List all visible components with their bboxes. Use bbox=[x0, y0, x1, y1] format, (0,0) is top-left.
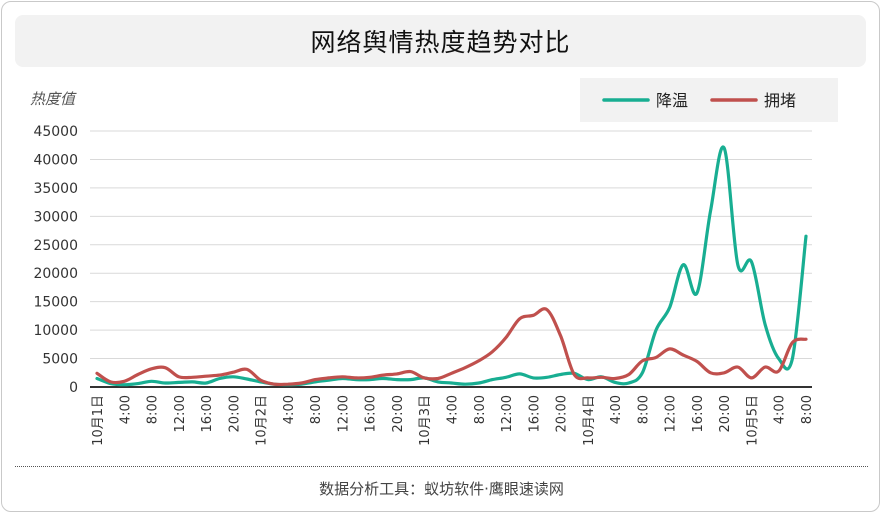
x-tick-label: 10月4日 bbox=[582, 395, 597, 446]
x-tick-label: 20:00 bbox=[227, 395, 242, 432]
x-tick-label: 8:00 bbox=[146, 395, 161, 424]
x-tick-label: 12:00 bbox=[173, 395, 188, 432]
series-line-1 bbox=[95, 145, 808, 387]
x-tick-label: 12:00 bbox=[500, 395, 515, 432]
y-axis-label: 热度值 bbox=[30, 90, 77, 108]
x-tick-label: 8:00 bbox=[800, 395, 815, 424]
x-tick-label: 10月3日 bbox=[418, 395, 433, 446]
x-tick-label: 10月2日 bbox=[255, 395, 270, 446]
y-axis: 0 5000 10000 15000 20000 25000 30000 35000 40000… bbox=[33, 124, 78, 396]
x-tick-label: 12:00 bbox=[664, 395, 679, 432]
y-tick-label: 40000 bbox=[33, 152, 78, 168]
y-tick-label: 10000 bbox=[33, 323, 78, 339]
y-tick-label: 15000 bbox=[33, 295, 78, 311]
series-line-2 bbox=[95, 307, 808, 387]
x-tick-label: 16:00 bbox=[364, 395, 379, 432]
x-tick-label: 20:00 bbox=[391, 395, 406, 432]
x-tick-label: 16:00 bbox=[200, 395, 215, 432]
footer-source: 数据分析工具：蚁坊软件·鹰眼速读网 bbox=[319, 480, 564, 498]
footer-divider bbox=[15, 466, 868, 467]
x-tick-label: 20:00 bbox=[555, 395, 570, 432]
x-tick-label: 4:00 bbox=[118, 395, 133, 424]
x-tick-label: 4:00 bbox=[282, 395, 297, 424]
x-axis: 10月1日 4:00 8:00 12:00 16:00 20:00 10月2日 4:00 8:0… bbox=[90, 386, 815, 446]
x-tick-label: 12:00 bbox=[336, 395, 351, 432]
x-tick-label: 8:00 bbox=[309, 395, 324, 424]
chart-title: 网络舆情热度趋势对比 bbox=[310, 28, 571, 57]
grid-lines bbox=[90, 130, 812, 360]
series-lines bbox=[95, 145, 808, 387]
x-tick-label: 8:00 bbox=[473, 395, 488, 424]
legend-label: 降温 bbox=[656, 91, 688, 110]
x-tick-label: 16:00 bbox=[691, 395, 706, 432]
x-tick-label: 8:00 bbox=[636, 395, 651, 424]
legend: 降温 拥堵 bbox=[580, 78, 838, 122]
y-tick-label: 45000 bbox=[33, 124, 78, 140]
x-tick-label: 10月1日 bbox=[91, 395, 106, 446]
title-bar: 网络舆情热度趋势对比 bbox=[15, 15, 866, 67]
y-tick-label: 30000 bbox=[33, 209, 78, 225]
x-tick-label: 10月5日 bbox=[745, 395, 760, 446]
y-tick-label: 5000 bbox=[42, 352, 78, 368]
legend-label: 拥堵 bbox=[764, 91, 796, 110]
y-tick-label: 35000 bbox=[33, 181, 78, 197]
x-tick-label: 4:00 bbox=[609, 395, 624, 424]
x-tick-label: 16:00 bbox=[527, 395, 542, 432]
x-tick-label: 4:00 bbox=[773, 395, 788, 424]
y-tick-label: 20000 bbox=[33, 266, 78, 282]
y-tick-label: 25000 bbox=[33, 238, 78, 254]
x-tick-label: 20:00 bbox=[718, 395, 733, 432]
y-tick-label: 0 bbox=[69, 380, 78, 396]
x-tick-label: 4:00 bbox=[446, 395, 461, 424]
